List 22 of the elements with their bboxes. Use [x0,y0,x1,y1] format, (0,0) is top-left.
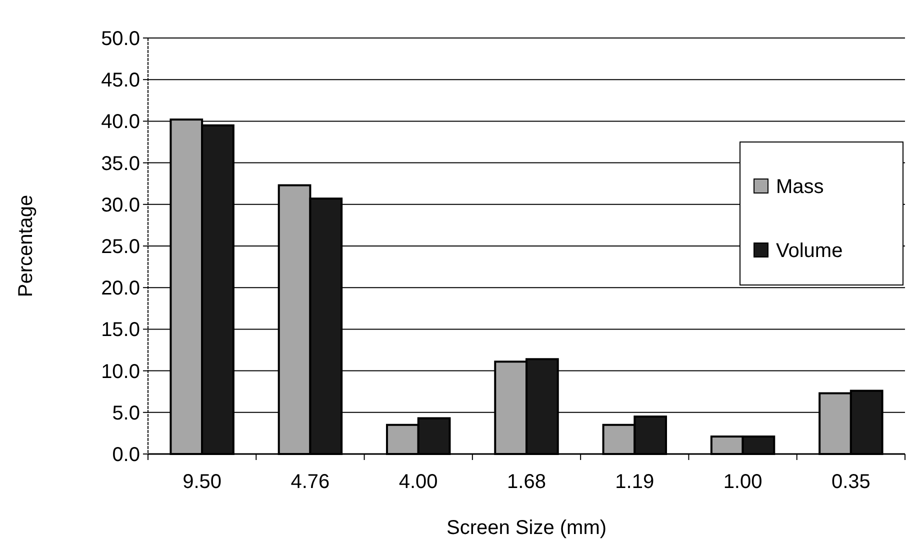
x-tick-label: 1.68 [507,471,546,493]
x-axis-title: Screen Size (mm) [446,517,607,539]
y-tick-label: 40.0 [101,111,140,134]
y-tick-label: 25.0 [101,236,140,258]
x-tick-label: 4.76 [290,471,330,493]
y-tick-label: 10.0 [101,360,140,383]
legend-label: Volume [776,240,843,262]
y-tick-label: 50.0 [101,28,140,50]
y-tick-label: 20.0 [101,278,140,300]
y-tick-label: 5.0 [112,402,140,424]
y-axis-title: Percentage [15,194,37,298]
x-tick-label: 9.50 [182,471,222,493]
y-tick-label: 45.0 [101,70,140,92]
legend-label: Mass [776,176,824,198]
y-tick-label: 0.0 [112,444,140,466]
y-tick-label: 15.0 [101,319,140,342]
x-tick-label: 1.19 [615,471,654,493]
y-tick-label: 30.0 [101,194,140,216]
x-tick-label: 4.00 [398,471,438,493]
y-tick-label: 35.0 [101,152,140,175]
x-tick-label: 1.00 [723,471,762,493]
x-tick-label: 0.35 [831,471,870,493]
